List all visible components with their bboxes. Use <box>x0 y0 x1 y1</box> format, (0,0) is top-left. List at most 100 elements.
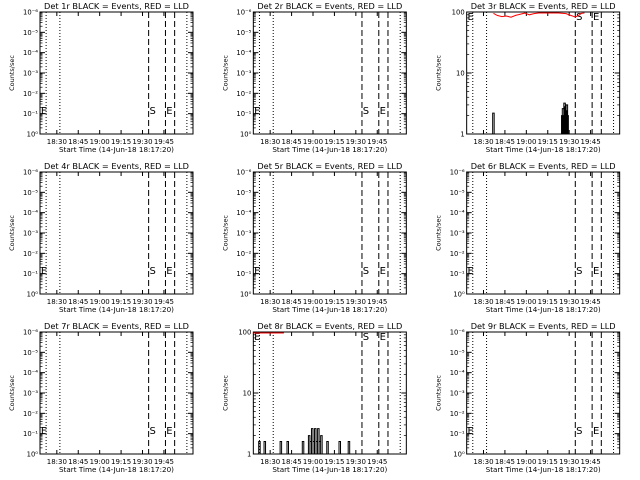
y-tick-label: 10⁰ <box>27 451 39 459</box>
y-tick-label: 10⁻⁵ <box>236 189 251 197</box>
chart-det-3: Det 3r BLACK = Events, RED = LLD Counts/s… <box>435 1 621 154</box>
y-tick-label: 10⁻⁵ <box>23 349 38 357</box>
y-tick-label: 10⁻⁶ <box>23 329 38 337</box>
x-tick-label: 19:15 <box>111 458 131 466</box>
y-tick-label: 10⁻⁶ <box>450 329 465 337</box>
y-axis-label: Counts/sec <box>435 375 443 411</box>
y-tick-label: 10 <box>456 70 465 78</box>
x-tick-label: 18:45 <box>68 458 88 466</box>
x-tick-label: 19:45 <box>367 138 387 146</box>
y-tick-label: 10⁻⁴ <box>450 209 465 217</box>
y-tick-label: 10⁻⁴ <box>236 49 251 57</box>
y-tick-label: 10⁻⁶ <box>236 169 251 177</box>
x-tick-label: 19:15 <box>324 458 344 466</box>
y-tick-label: 10⁻¹ <box>23 430 38 438</box>
segment-marker-label: E <box>593 266 599 277</box>
x-tick-label: 18:30 <box>47 458 67 466</box>
chart-det-7: Det 7r BLACK = Events, RED = LLD Counts/s… <box>8 321 194 474</box>
x-tick-label: 19:45 <box>367 298 387 306</box>
x-axis-label: Start Time (14-Jun-18 18:17:20) <box>486 305 601 314</box>
x-tick-label: 18:30 <box>260 138 280 146</box>
y-tick-label: 10⁻⁵ <box>450 349 465 357</box>
x-tick-label: 18:45 <box>281 298 301 306</box>
segment-marker-label: E <box>166 426 172 437</box>
y-tick-label: 10⁻³ <box>23 230 38 238</box>
chart-title: Det 9r BLACK = Events, RED = LLD <box>471 321 616 331</box>
x-axis-label: Start Time (14-Jun-18 18:17:20) <box>272 305 387 314</box>
segment-marker-label: S <box>149 266 155 277</box>
y-tick-label: 10⁻¹ <box>450 430 465 438</box>
y-tick-label: 10⁻⁴ <box>23 209 38 217</box>
x-tick-label: 18:30 <box>47 138 67 146</box>
y-tick-label: 10⁻⁶ <box>236 9 251 17</box>
x-tick-label: 18:30 <box>47 298 67 306</box>
x-axis-label: Start Time (14-Jun-18 18:17:20) <box>59 145 174 154</box>
segment-marker-label: E <box>380 332 386 343</box>
chart-det-8: Det 8r BLACK = Events, RED = LLD Counts/s… <box>221 321 407 474</box>
y-axis-label: Counts/sec <box>221 215 229 251</box>
x-axis-label: Start Time (14-Jun-18 18:17:20) <box>486 145 601 154</box>
x-tick-label: 19:30 <box>559 138 579 146</box>
y-tick-label: 10⁻² <box>236 90 251 98</box>
y-tick-label: 10⁻² <box>450 250 465 258</box>
chart-title: Det 3r BLACK = Events, RED = LLD <box>471 1 616 11</box>
x-tick-label: 19:30 <box>559 458 579 466</box>
x-tick-label: 19:00 <box>516 458 536 466</box>
x-tick-label: 18:45 <box>495 138 515 146</box>
segment-marker-label: S <box>576 266 582 277</box>
y-tick-label: 10⁻² <box>236 250 251 258</box>
y-tick-label: 1 <box>460 131 464 139</box>
x-tick-label: 19:15 <box>538 138 558 146</box>
x-tick-label: 19:00 <box>303 458 323 466</box>
x-tick-label: 18:30 <box>260 298 280 306</box>
segment-marker-label: S <box>363 266 369 277</box>
lld-series <box>493 12 585 18</box>
chart-det-5: Det 5r BLACK = Events, RED = LLD Counts/s… <box>221 161 407 314</box>
y-tick-label: 10⁰ <box>27 291 39 299</box>
x-tick-label: 19:45 <box>581 458 601 466</box>
y-tick-label: 10 <box>243 390 252 398</box>
x-axis-label: Start Time (14-Jun-18 18:17:20) <box>59 305 174 314</box>
y-tick-label: 10⁻⁵ <box>23 189 38 197</box>
x-tick-label: 19:00 <box>90 138 110 146</box>
y-tick-label: 10⁻² <box>450 410 465 418</box>
plot-frame <box>252 331 407 455</box>
y-tick-label: 10⁻⁵ <box>236 29 251 37</box>
x-tick-label: 19:00 <box>516 298 536 306</box>
y-tick-label: 10⁻² <box>23 250 38 258</box>
x-tick-label: 19:30 <box>346 138 366 146</box>
chart-det-4: Det 4r BLACK = Events, RED = LLD Counts/s… <box>8 161 194 314</box>
y-tick-label: 10⁻² <box>23 90 38 98</box>
segment-marker-label: E <box>254 332 260 343</box>
x-tick-label: 19:45 <box>367 458 387 466</box>
y-tick-label: 10⁻³ <box>236 70 251 78</box>
x-tick-label: 19:30 <box>346 298 366 306</box>
x-axis-label: Start Time (14-Jun-18 18:17:20) <box>486 465 601 474</box>
chart-title: Det 6r BLACK = Events, RED = LLD <box>471 161 616 171</box>
x-tick-label: 18:45 <box>495 458 515 466</box>
segment-marker-label: E <box>254 106 260 117</box>
y-tick-label: 10⁻⁵ <box>23 29 38 37</box>
x-tick-label: 18:30 <box>473 138 493 146</box>
x-tick-label: 18:45 <box>68 298 88 306</box>
y-axis-label: Counts/sec <box>221 55 229 91</box>
y-axis-label: Counts/sec <box>221 375 229 411</box>
x-tick-label: 19:30 <box>559 298 579 306</box>
y-tick-label: 10⁻³ <box>236 230 251 238</box>
segment-marker-label: S <box>576 12 582 23</box>
y-axis-label: Counts/sec <box>435 215 443 251</box>
x-tick-label: 19:15 <box>324 298 344 306</box>
segment-marker-label: E <box>41 266 47 277</box>
y-tick-label: 10⁰ <box>27 131 39 139</box>
y-tick-label: 10⁻⁴ <box>236 209 251 217</box>
x-tick-label: 19:00 <box>303 298 323 306</box>
x-tick-label: 19:30 <box>132 138 152 146</box>
segment-marker-label: E <box>166 266 172 277</box>
chart-det-2: Det 2r BLACK = Events, RED = LLD Counts/s… <box>221 1 407 154</box>
chart-det-1: Det 1r BLACK = Events, RED = LLD Counts/s… <box>8 1 194 154</box>
x-axis-label: Start Time (14-Jun-18 18:17:20) <box>272 145 387 154</box>
chart-title: Det 2r BLACK = Events, RED = LLD <box>257 1 402 11</box>
y-axis-label: Counts/sec <box>8 55 16 91</box>
y-tick-label: 10⁻⁴ <box>23 369 38 377</box>
x-tick-label: 19:30 <box>132 298 152 306</box>
